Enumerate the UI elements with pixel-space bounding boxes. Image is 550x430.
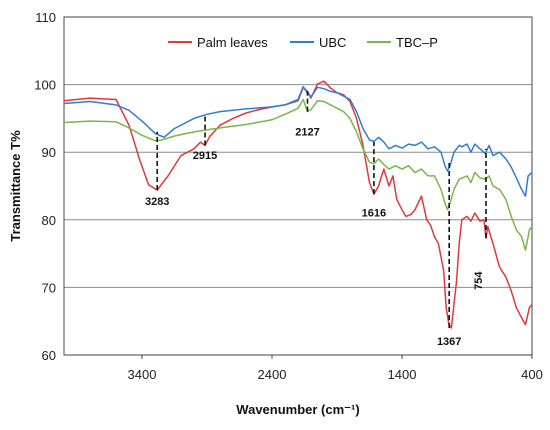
y-tick-label: 110 [35, 10, 56, 25]
annotation-label: 2915 [193, 150, 217, 162]
annotation-layer: 3283 2915 2127 1616 1367 754 [145, 91, 487, 348]
x-tick-label: 400 [521, 367, 543, 382]
series-line-0 [63, 80, 533, 329]
y-tick-label: 60 [42, 348, 56, 363]
annotation-label: 1367 [437, 336, 461, 348]
annotation-label: 1616 [362, 207, 386, 219]
y-tick-label: 90 [42, 145, 56, 160]
legend-label: TBC–P [396, 35, 438, 50]
annotation-label: 754 [473, 271, 485, 290]
gridlines [64, 84, 532, 288]
y-axis-ticks: 60 70 80 90 100 110 [34, 10, 56, 363]
y-tick-label: 100 [34, 78, 56, 93]
x-axis-ticks: 3400 2400 1400 400 [128, 355, 543, 382]
y-tick-label: 80 [42, 213, 56, 228]
annotation-label: 3283 [145, 196, 169, 208]
x-tick-label: 2400 [258, 367, 287, 382]
series-line-1 [63, 85, 533, 197]
legend-label: Palm leaves [197, 35, 268, 50]
y-axis-title: Transmittance T% [8, 130, 23, 242]
y-tick-label: 70 [42, 280, 56, 295]
x-axis-title: Wavenumber (cm⁻¹) [236, 402, 359, 417]
x-tick-label: 3400 [128, 367, 157, 382]
annotation-label: 2127 [295, 126, 319, 138]
legend: Palm leaves UBC TBC–P [168, 35, 438, 50]
x-tick-label: 1400 [388, 367, 417, 382]
legend-label: UBC [319, 35, 346, 50]
plot-frame [63, 16, 533, 356]
